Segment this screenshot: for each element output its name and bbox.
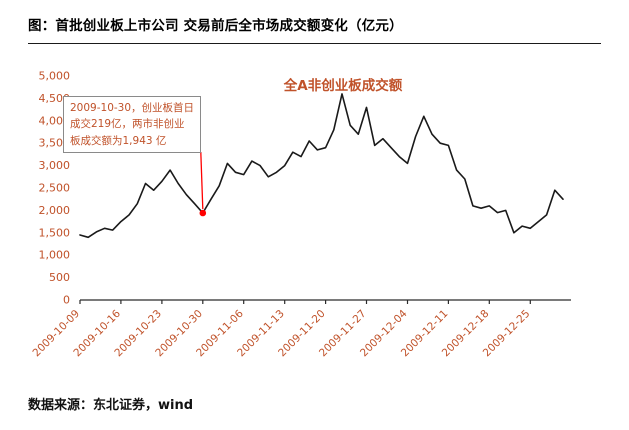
y-tick-label: 4,000 [39,114,71,127]
y-tick-label: 1,000 [39,249,71,262]
y-tick-label: 5,000 [39,70,71,83]
data-source: 数据来源：东北证券，wind [28,398,194,413]
y-tick-label: 500 [49,271,70,284]
y-tick-label: 3,000 [39,159,71,172]
y-tick-label: 3,500 [39,137,71,150]
chart-area: 0 500 1,000 1,500 2,000 2,500 3,000 3,500 4,000 4… [18,58,624,390]
series-line [79,93,564,239]
y-tick-label: 2,000 [39,204,71,217]
y-tick-label: 2,500 [39,182,71,195]
title-divider [28,43,601,44]
y-tick-label: 1,500 [39,226,71,239]
y-tick-label: 0 [63,294,70,307]
annotation-pointer [200,151,204,210]
annotation-marker [199,209,207,217]
chart-series-title: 全A非创业板成交额 [283,78,403,94]
volume-line-chart: 0 500 1,000 1,500 2,000 2,500 3,000 3,500 4,000 4… [30,70,571,359]
figure-title: 图：首批创业板上市公司 交易前后全市场成交额变化（亿元） [28,18,403,34]
annotation-callout: 2009-10-30，创业板首日 成交219亿，两市非创业 板成交额为1,943… [63,96,202,153]
y-tick-label: 4,500 [39,92,71,105]
